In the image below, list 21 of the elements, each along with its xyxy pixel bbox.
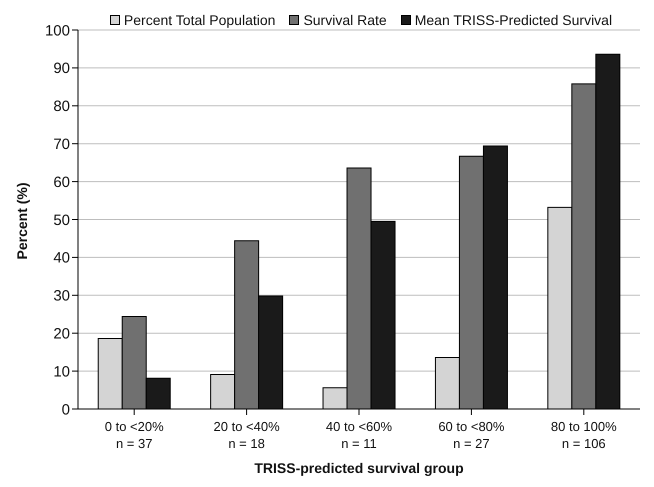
y-tick-label: 40 [53, 250, 70, 267]
legend-label: Survival Rate [303, 12, 387, 28]
legend-label: Percent Total Population [124, 12, 276, 28]
y-tick-label: 30 [53, 288, 70, 305]
x-axis-title: TRISS-predicted survival group [254, 460, 464, 476]
x-tick-label: 40 to <60% n = 11 [326, 419, 393, 451]
y-tick-label: 80 [53, 98, 70, 116]
y-tick-label: 90 [53, 60, 70, 78]
legend-label: Mean TRISS-Predicted Survival [414, 12, 612, 28]
y-tick-label: 100 [44, 22, 70, 40]
x-tick-label: 60 to <80% n = 27 [438, 419, 505, 451]
y-tick-label: 20 [53, 326, 70, 343]
y-tick-label: 50 [53, 212, 70, 229]
x-tick-label: 20 to <40% n = 18 [214, 419, 280, 451]
y-tick-label: 10 [53, 363, 70, 380]
y-tick-label: 0 [62, 401, 70, 418]
y-tick-label: 70 [53, 136, 70, 154]
x-tick-label: 0 to <20% n = 37 [104, 419, 164, 451]
y-axis-title: Percent (%) [14, 182, 30, 260]
x-tick-label: 80 to 100% n = 106 [550, 419, 618, 451]
y-tick-label: 60 [53, 174, 70, 191]
